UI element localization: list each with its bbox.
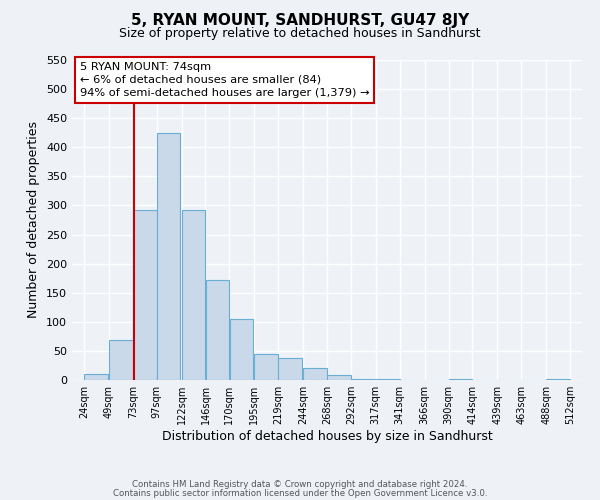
Bar (133, 210, 157, 380)
Bar (254, 354, 278, 380)
Bar (351, 379, 374, 380)
X-axis label: Distribution of detached houses by size in Sandhurst: Distribution of detached houses by size … (161, 430, 493, 443)
Bar (278, 358, 302, 380)
Bar (230, 319, 253, 380)
Text: Size of property relative to detached houses in Sandhurst: Size of property relative to detached ho… (119, 28, 481, 40)
Bar (449, 379, 472, 380)
Text: 5 RYAN MOUNT: 74sqm
← 6% of detached houses are smaller (84)
94% of semi-detache: 5 RYAN MOUNT: 74sqm ← 6% of detached hou… (80, 62, 369, 98)
Bar (84, 374, 108, 380)
Bar (546, 379, 570, 380)
Y-axis label: Number of detached properties: Number of detached properties (28, 122, 40, 318)
Bar (157, 132, 181, 380)
Bar (327, 376, 351, 380)
Bar (206, 280, 229, 380)
Bar (303, 368, 327, 380)
Bar (109, 340, 133, 380)
Text: Contains public sector information licensed under the Open Government Licence v3: Contains public sector information licen… (113, 488, 487, 498)
Bar (376, 379, 400, 380)
Text: 5, RYAN MOUNT, SANDHURST, GU47 8JY: 5, RYAN MOUNT, SANDHURST, GU47 8JY (131, 12, 469, 28)
Bar (182, 210, 205, 380)
Text: Contains HM Land Registry data © Crown copyright and database right 2024.: Contains HM Land Registry data © Crown c… (132, 480, 468, 489)
